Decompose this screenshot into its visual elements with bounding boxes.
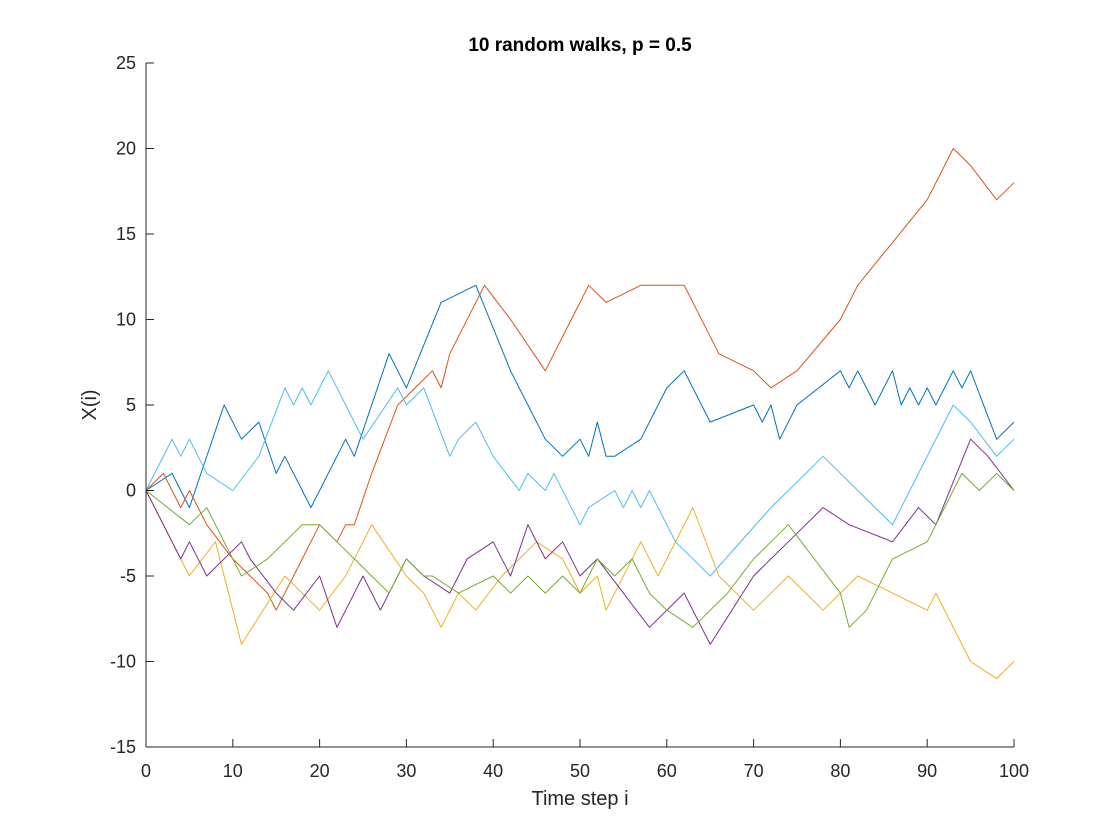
series-layer [145,148,1015,680]
x-tick-label: 30 [396,761,416,781]
x-ticks: 0 10 20 30 40 50 60 70 80 90 100 [141,739,1029,781]
series-line-4 [145,438,1015,645]
y-tick-label: -5 [120,566,136,586]
x-tick-label: 60 [657,761,677,781]
x-tick-label: 90 [917,761,937,781]
plot-area [146,63,1014,747]
y-tick-label: 20 [116,139,136,159]
y-tick-label: 15 [116,224,136,244]
y-tick-label: 5 [126,395,136,415]
x-tick-label: 100 [999,761,1029,781]
x-tick-label: 10 [223,761,243,781]
y-tick-label: 25 [116,53,136,73]
x-tick-label: 70 [744,761,764,781]
y-ticks: -15 -10 -5 0 5 10 15 20 25 [110,53,154,757]
y-tick-label: 10 [116,310,136,330]
y-tick-label: 0 [126,481,136,501]
x-tick-label: 50 [570,761,590,781]
series-line-5 [145,472,1015,628]
x-axis-label: Time step i [531,788,628,810]
series-line-2 [145,148,1015,611]
chart-title: 10 random walks, p = 0.5 [468,35,692,56]
y-tick-label: -10 [110,652,136,672]
y-tick-label: -15 [110,737,136,757]
x-tick-label: 20 [310,761,330,781]
x-tick-label: 40 [483,761,503,781]
series-line-6 [145,370,1015,577]
series-line-1 [145,284,1015,509]
x-tick-label: 80 [830,761,850,781]
x-tick-label: 0 [141,761,151,781]
y-axis-label: X(i) [79,389,101,420]
